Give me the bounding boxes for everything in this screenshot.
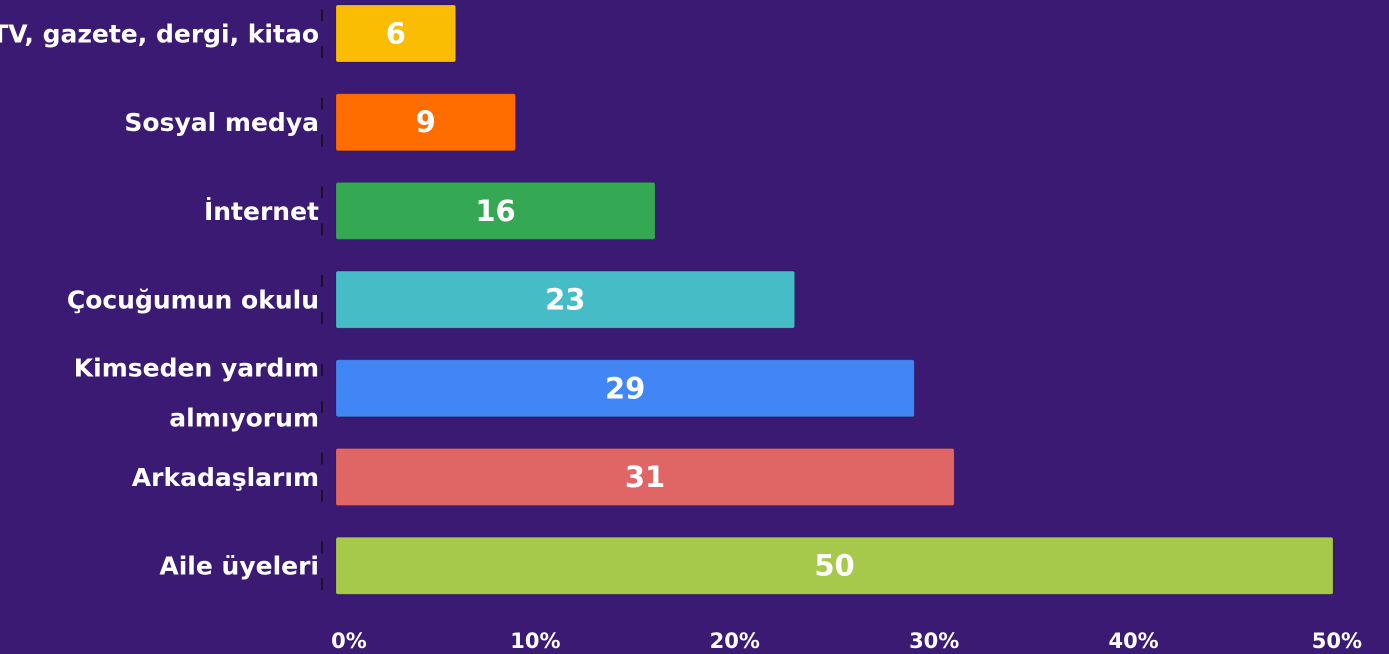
bar: [335, 181, 656, 240]
bar: [335, 448, 955, 506]
category-label: TV, gazete, dergi, kitao: [0, 20, 319, 49]
bar-value-label: 31: [625, 460, 665, 494]
bar: [335, 270, 796, 329]
category-label: Arkadaşlarım: [132, 463, 319, 492]
bar-value-label: 16: [475, 194, 515, 228]
category-label: İnternet: [204, 196, 319, 226]
bar-value-label: 6: [386, 17, 406, 51]
category-label: Çocuğumun okulu: [67, 286, 319, 315]
category-label: Aile üyeleri: [159, 552, 319, 581]
bar: [335, 536, 1334, 595]
bar: [335, 93, 516, 152]
bar-value-label: 23: [545, 283, 585, 317]
x-axis: 0% 10% 20% 30% 40% 50%: [331, 629, 1362, 653]
x-tick-label: 20%: [710, 629, 760, 653]
category-labels: TV, gazete, dergi, kitao Sosyal medya İnte…: [0, 9, 323, 591]
bars-layer: 6 9 16 23 29 31 50: [335, 4, 1334, 595]
x-tick-label: 10%: [510, 629, 560, 653]
x-tick-label: 0%: [331, 629, 367, 653]
x-tick-label: 40%: [1108, 629, 1158, 653]
category-label: Sosyal medya: [124, 108, 319, 137]
category-label: almıyorum: [169, 403, 319, 432]
x-tick-label: 30%: [909, 629, 959, 653]
bar: [335, 4, 457, 63]
x-tick-label: 50%: [1312, 629, 1362, 653]
bar-value-label: 50: [814, 549, 854, 583]
category-label: Kimseden yardım: [74, 353, 319, 382]
bar-value-label: 9: [416, 105, 436, 139]
bar: [335, 359, 915, 418]
bar-value-label: 29: [605, 371, 645, 405]
